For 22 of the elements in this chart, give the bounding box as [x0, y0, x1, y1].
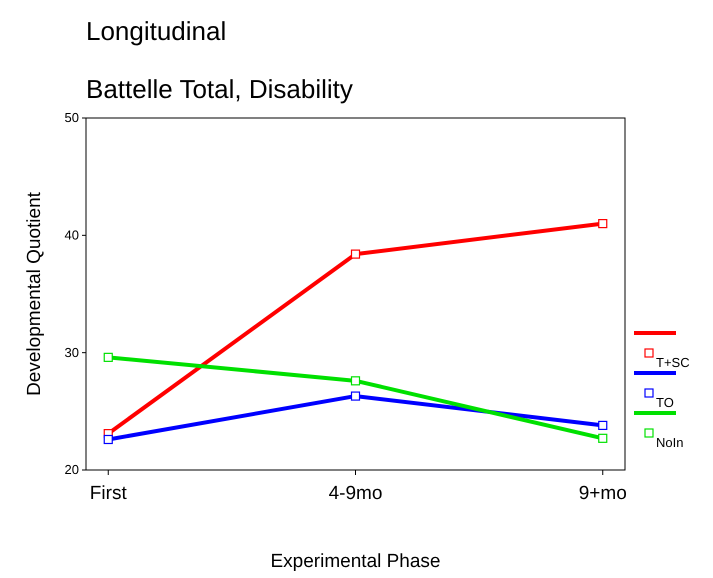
point: [598, 219, 608, 228]
legend-label: T+SC: [656, 355, 690, 370]
y-axis-title: Developmental Quotient: [24, 191, 45, 396]
x-tick-label: 4-9mo: [328, 482, 382, 504]
chart-title: Longitudinal: [86, 16, 226, 46]
point: [104, 434, 113, 444]
x-tick-label: First: [90, 482, 128, 504]
y-tick-label: 20: [64, 462, 79, 478]
point: [350, 391, 360, 401]
x-axis-title: Experimental Phase: [270, 551, 441, 572]
point: [598, 420, 608, 430]
chart-subtitle: Battelle Total, Disability: [86, 74, 353, 104]
point: [350, 376, 360, 386]
y-tick-label: 50: [64, 110, 79, 126]
y-tick-label: 40: [64, 227, 79, 242]
point: [350, 250, 360, 259]
x-tick-label: 9+mo: [578, 482, 627, 504]
legend-label: NoIn: [656, 435, 684, 450]
point: [598, 434, 608, 443]
y-tick-label: 30: [64, 344, 79, 360]
point: [104, 352, 113, 362]
legend-label: TO: [656, 395, 674, 410]
